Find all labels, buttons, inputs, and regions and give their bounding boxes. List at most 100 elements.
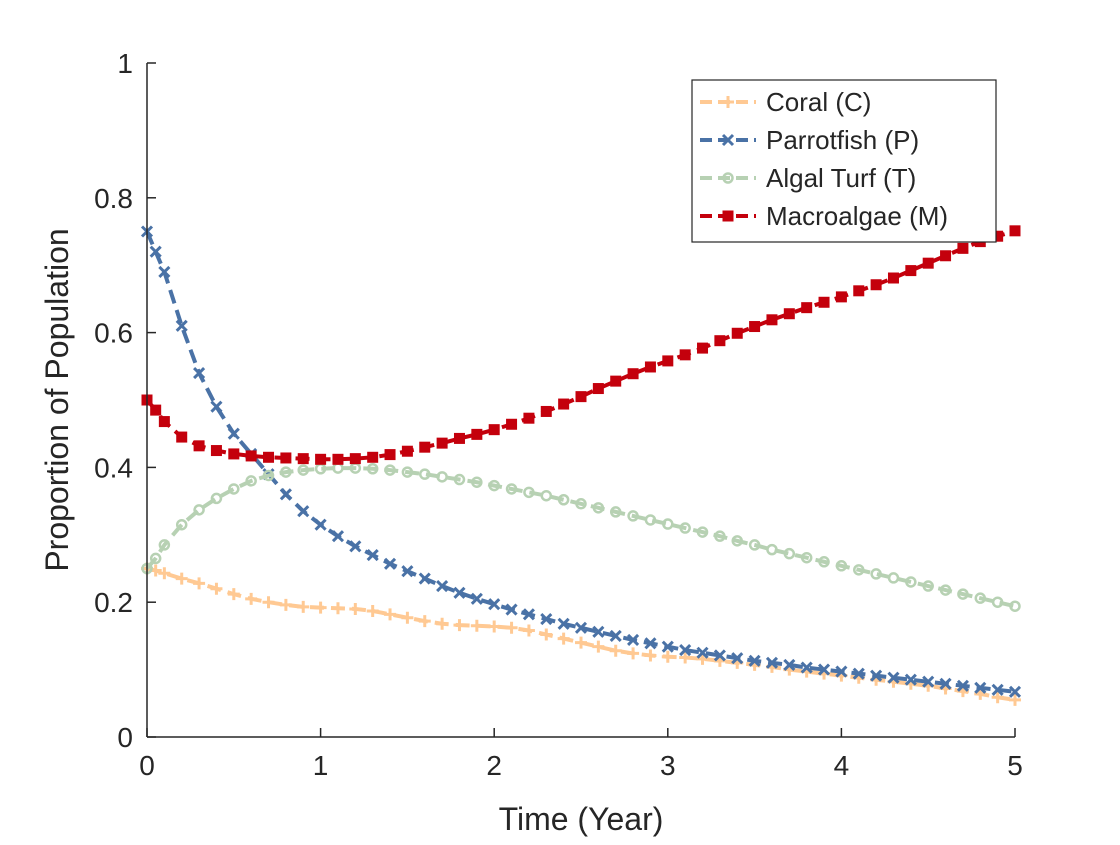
- data-point: [853, 285, 865, 297]
- data-point: [904, 673, 917, 686]
- data-point: [453, 432, 465, 444]
- series-line: [146, 566, 1016, 702]
- data-point: [1009, 600, 1021, 612]
- data-point: [748, 654, 761, 667]
- data-point: [227, 427, 240, 440]
- data-point: [870, 669, 883, 682]
- data-point: [505, 621, 518, 634]
- series-2: [140, 225, 1022, 698]
- y-tick-label: 0.2: [94, 587, 133, 618]
- y-axis-label: Proportion of Population: [39, 228, 75, 571]
- data-point: [506, 418, 518, 430]
- legend-label: Parrotfish (P): [766, 125, 919, 155]
- data-point: [800, 551, 813, 564]
- data-point: [401, 445, 413, 457]
- data-point: [210, 492, 223, 505]
- y-tick-label: 1: [117, 48, 133, 79]
- data-point: [158, 567, 171, 580]
- data-point: [384, 449, 396, 461]
- data-point: [419, 441, 431, 453]
- data-point: [158, 416, 170, 428]
- data-point: [697, 342, 709, 354]
- legend-label: Macroalgae (M): [766, 201, 948, 231]
- data-point: [523, 486, 535, 499]
- data-point: [574, 621, 588, 634]
- data-point: [193, 366, 206, 380]
- data-point: [887, 572, 900, 584]
- series-1: [141, 562, 1021, 706]
- data-point: [1009, 225, 1021, 237]
- data-point: [817, 663, 831, 676]
- data-point: [870, 279, 882, 291]
- data-point: [193, 440, 205, 452]
- data-point: [471, 428, 483, 440]
- data-point: [592, 625, 605, 638]
- data-point: [176, 431, 188, 443]
- data-point: [609, 644, 622, 657]
- data-point: [471, 476, 483, 488]
- data-point: [470, 619, 483, 632]
- data-point: [731, 327, 743, 339]
- data-point: [592, 640, 605, 653]
- data-point: [331, 602, 344, 615]
- x-tick-label: 4: [834, 750, 850, 781]
- data-point: [644, 637, 657, 650]
- y-tick-label: 0: [117, 722, 133, 753]
- series-line: [145, 230, 1016, 694]
- data-point: [940, 250, 952, 262]
- data-point: [349, 453, 361, 465]
- data-point: [1009, 693, 1021, 706]
- data-point: [557, 632, 570, 645]
- data-point: [332, 453, 344, 465]
- data-point: [488, 598, 501, 611]
- data-point: [835, 291, 847, 303]
- data-point: [575, 391, 587, 403]
- data-point: [436, 579, 449, 593]
- data-point: [540, 628, 553, 641]
- legend-swatch-marker: [722, 210, 734, 222]
- data-point: [783, 547, 796, 560]
- data-point: [783, 308, 795, 320]
- data-point: [731, 535, 743, 547]
- legend-entry-4: Macroalgae (M): [700, 201, 948, 231]
- data-point: [349, 602, 362, 615]
- data-point: [279, 488, 292, 501]
- data-point: [384, 608, 397, 621]
- data-point: [540, 612, 553, 626]
- y-tick-label: 0.4: [94, 452, 133, 483]
- data-point: [627, 368, 639, 380]
- data-point: [401, 611, 414, 624]
- data-point: [383, 557, 397, 570]
- data-point: [314, 518, 327, 531]
- data-point: [522, 624, 535, 637]
- data-point: [297, 453, 309, 465]
- data-point: [679, 349, 691, 361]
- data-point: [349, 540, 362, 553]
- data-point: [662, 355, 674, 367]
- data-point: [210, 445, 222, 457]
- data-point: [609, 629, 622, 642]
- data-point: [974, 592, 987, 604]
- data-point: [175, 518, 188, 531]
- data-point: [696, 526, 709, 538]
- data-point: [488, 424, 500, 436]
- data-point: [922, 580, 934, 592]
- data-point: [922, 675, 935, 688]
- data-point: [149, 552, 162, 565]
- data-point: [610, 375, 622, 387]
- data-point: [175, 572, 188, 585]
- y-tick-label: 0.8: [94, 183, 133, 214]
- legend-label: Coral (C): [766, 87, 871, 117]
- data-point: [401, 466, 414, 478]
- data-point: [419, 468, 431, 480]
- data-point: [367, 451, 379, 463]
- data-point: [679, 643, 692, 657]
- data-point: [488, 620, 501, 633]
- data-point: [245, 450, 257, 462]
- x-axis-label: Time (Year): [499, 801, 664, 837]
- data-point: [158, 265, 171, 279]
- data-point: [922, 257, 934, 269]
- data-point: [870, 568, 882, 580]
- data-point: [331, 530, 345, 543]
